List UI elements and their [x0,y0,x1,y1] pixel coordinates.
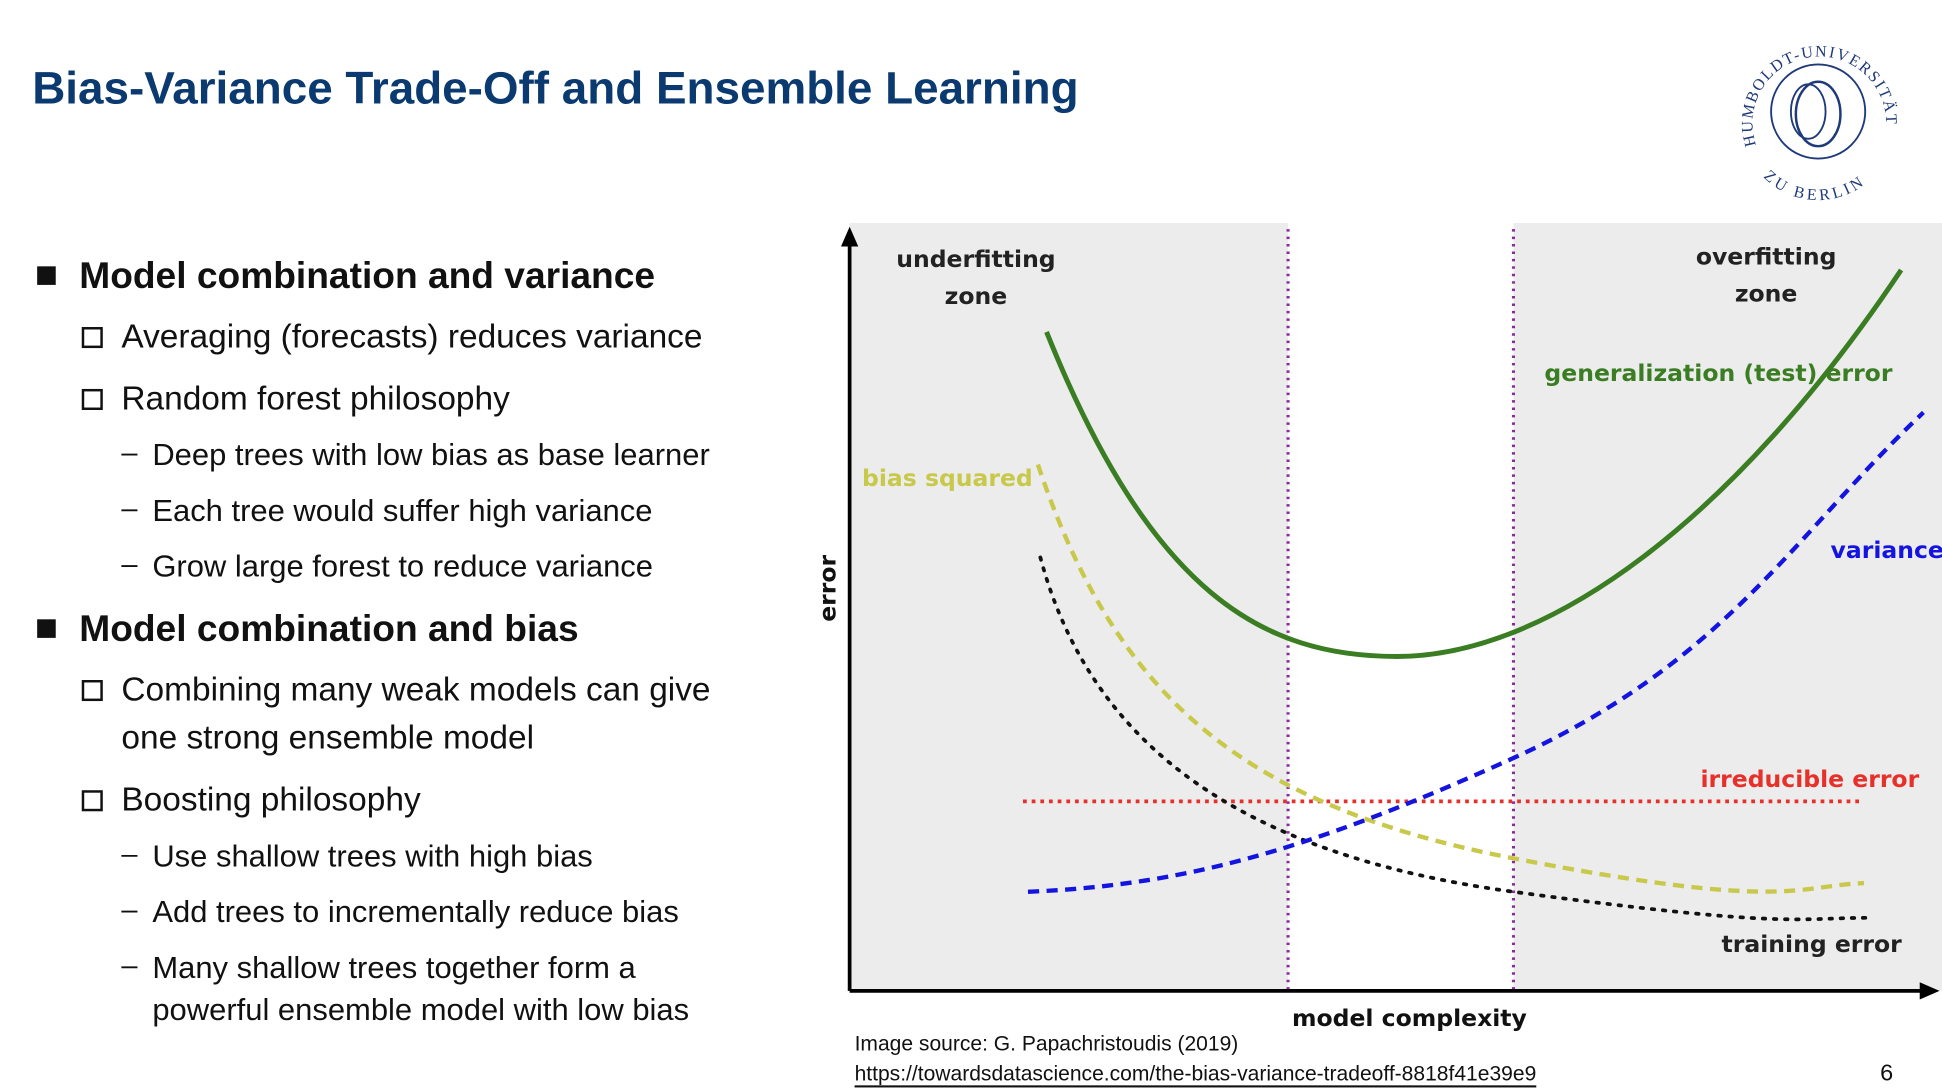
x-axis-label: model complexity [1292,1004,1527,1032]
bias-curve [1035,463,1865,894]
bullet-text: powerful ensemble model with low bias [152,992,689,1027]
bullet-text: Combining many weak models can give [121,671,710,708]
curve-label: variance [1831,536,1942,564]
x-arrow [1919,982,1940,1000]
curve-label: training error [1722,930,1903,958]
bullet-list: Model combination and variance Averaging … [37,254,711,1027]
bullet-text: Grow large forest to reduce variance [152,549,653,584]
bullet-box [81,790,103,812]
bullet-text: Boosting philosophy [121,782,421,819]
source-link[interactable]: https://towardsdatascience.com/the-bias-… [855,1062,1537,1085]
bullet-text: Model combination and variance [79,254,655,296]
zone-label: zone [945,282,1008,310]
bullet-text: Many shallow trees together form a [152,950,636,985]
curve-label: generalization (test) error [1544,359,1892,387]
bullet-text: Averaging (forecasts) reduces variance [121,318,702,355]
zone-label: zone [1735,280,1798,308]
bullet-square [37,619,56,638]
logo-bottom: ZU BERLIN [1761,167,1868,204]
y-arrow [840,226,859,247]
curve-label: bias squared [862,464,1033,492]
slide-title: Bias-Variance Trade-Off and Ensemble Lea… [32,62,1078,113]
bullet-text: Random forest philosophy [121,380,510,417]
zone-label: underfitting [896,245,1055,273]
bullet-text: Deep trees with low bias as base learner [152,437,709,472]
image-source: Image source: G. Papachristoudis (2019) [855,1033,1239,1056]
bullet-text: one strong ensemble model [121,720,534,757]
logo-bottom-text: ZU BERLIN [1761,167,1866,204]
logo: HUMBOLDT-UNIVERSITÄT ZU BERLIN [1739,43,1898,204]
bullet-text: Add trees to incrementally reduce bias [152,894,678,929]
bullet-text: Model combination and bias [79,607,578,649]
page-number: 6 [1880,1060,1893,1086]
generalization-curve [1044,268,1904,659]
training-curve [1038,555,1873,922]
curve-label: irreducible error [1700,765,1919,793]
variance-curve [1027,410,1925,894]
bullet-text: Use shallow trees with high bias [152,838,592,873]
bullet-box [81,679,103,702]
y-axis-label: error [813,555,841,622]
bullet-square [37,266,56,285]
bullet-box [81,388,103,411]
bullet-box [81,327,103,349]
bullet-text: Each tree would suffer high variance [152,493,652,528]
zone-label: overfitting [1696,242,1837,270]
sweet-spot [1288,222,1514,991]
figure: underfitting zone overfitting zone gener… [813,222,1942,1032]
